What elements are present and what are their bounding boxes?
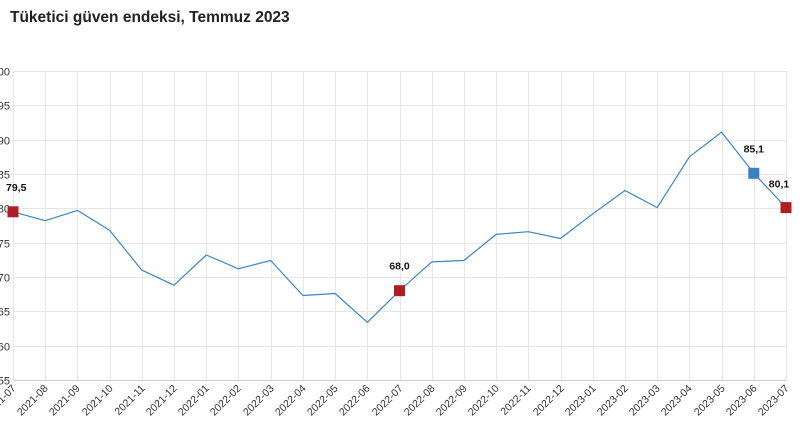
x-tick-label: 2022-03 [241, 383, 277, 419]
data-point [108, 229, 110, 231]
x-tick-label: 2023-01 [563, 383, 599, 419]
data-point [237, 268, 239, 270]
data-point [366, 321, 368, 323]
data-point [302, 294, 304, 296]
highlight-marker [394, 285, 405, 297]
data-label: 85,1 [744, 143, 765, 155]
y-tick-label: 90 [0, 136, 10, 148]
data-point [44, 220, 46, 222]
data-label: 80,1 [769, 179, 790, 191]
x-tick-label: 2022-09 [434, 383, 470, 419]
x-tick-label: 2022-11 [498, 383, 533, 418]
x-tick-label: 2022-06 [337, 383, 373, 419]
x-tick-label: 2021-09 [47, 383, 83, 419]
chart-title: Tüketici güven endeksi, Temmuz 2023 [10, 9, 290, 26]
data-point [592, 213, 594, 215]
x-tick-label: 2023-02 [595, 383, 631, 419]
data-point [431, 261, 433, 263]
data-point [720, 131, 722, 133]
y-tick-label: 95 [0, 101, 10, 113]
x-tick-label: 2022-08 [402, 383, 438, 419]
data-point [76, 209, 78, 211]
grid [13, 71, 787, 381]
x-tick-label: 2023-04 [659, 383, 695, 419]
highlight-markers [7, 167, 792, 297]
y-tick-label: 65 [0, 307, 10, 319]
data-point [559, 237, 561, 239]
data-point [141, 269, 143, 271]
data-label: 79,5 [6, 182, 27, 194]
highlight-marker [780, 202, 792, 214]
data-point [334, 292, 336, 294]
data-point [495, 233, 497, 235]
x-tick-label: 2021-07 [0, 383, 19, 419]
y-tick-label: 55 [0, 376, 10, 388]
x-tick-label: 2023-06 [724, 383, 760, 419]
x-tick-label: 2022-02 [208, 383, 244, 419]
x-tick-label: 2023-07 [756, 383, 792, 419]
highlight-marker [7, 206, 19, 218]
data-label: 68,0 [389, 261, 410, 273]
data-point [527, 231, 529, 233]
data-point [270, 259, 272, 261]
y-tick-label: 70 [0, 273, 10, 285]
data-point [463, 259, 465, 261]
data-point [173, 284, 175, 286]
highlight-marker [748, 167, 760, 179]
x-tick-label: 2023-03 [627, 383, 663, 419]
x-tick-label: 2022-01 [176, 383, 212, 419]
data-point [205, 254, 207, 256]
y-tick-label: 80 [0, 204, 10, 216]
data-point [656, 206, 658, 208]
x-tick-label: 2021-10 [80, 383, 116, 419]
x-tick-label: 2022-10 [466, 383, 502, 419]
x-tick-label: 2021-12 [144, 383, 180, 419]
x-tick-label: 2022-12 [531, 383, 567, 419]
y-tick-label: 60 [0, 342, 10, 354]
data-point [688, 156, 690, 158]
y-tick-label: 100 [0, 67, 10, 79]
data-point [624, 189, 626, 191]
x-tick-label: 2021-11 [112, 383, 147, 418]
x-tick-label: 2021-08 [15, 383, 51, 419]
x-tick-label: 2023-05 [692, 383, 728, 419]
y-tick-label: 75 [0, 239, 10, 251]
data-labels: 79,5 68,0 85,1 80,1 [6, 143, 789, 272]
x-tick-label: 2022-07 [370, 383, 406, 419]
x-tick-label: 2022-04 [273, 383, 309, 419]
x-tick-label: 2022-05 [305, 383, 341, 419]
y-tick-label: 85 [0, 170, 10, 182]
